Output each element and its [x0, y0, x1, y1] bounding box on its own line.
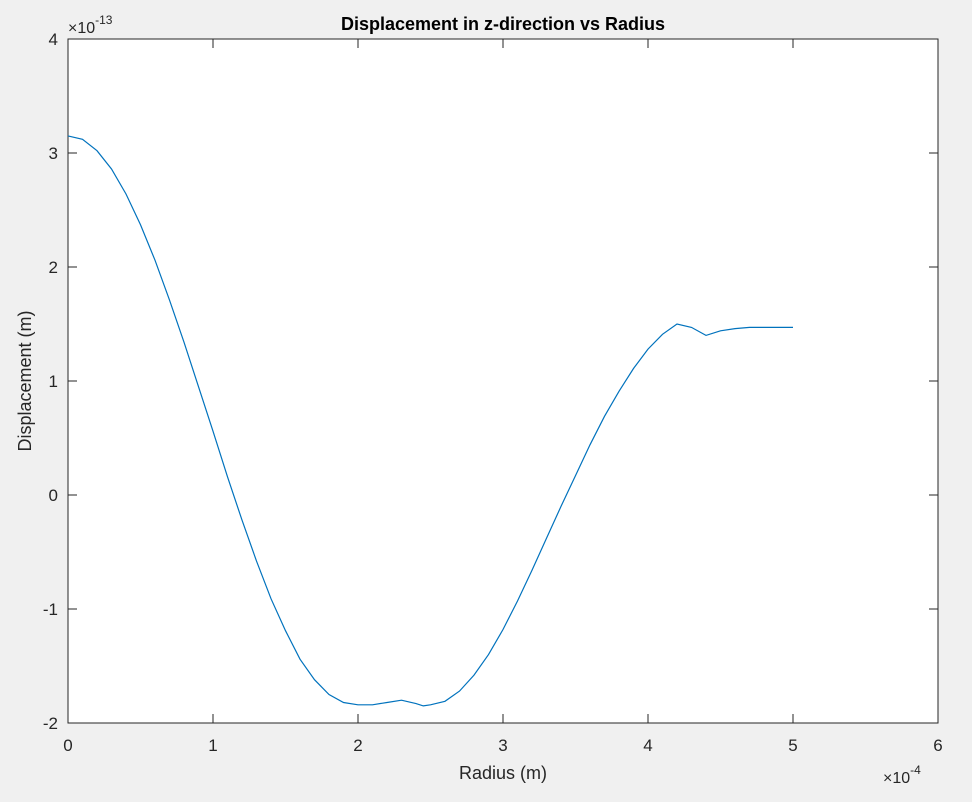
series-line-displacement	[67, 135, 793, 707]
x-multiplier-exponent: -4	[910, 763, 921, 777]
y-axis-multiplier: ×10-13	[68, 13, 113, 37]
x-tick-label: 3	[498, 736, 507, 755]
y-tick-label: -2	[43, 714, 58, 733]
y-tick-label: 2	[49, 258, 58, 277]
x-tick-label: 0	[63, 736, 72, 755]
chart-title: Displacement in z-direction vs Radius	[341, 14, 665, 34]
y-multiplier-base: ×10	[68, 20, 95, 37]
x-tick-label: 6	[933, 736, 942, 755]
x-axis-label: Radius (m)	[459, 763, 547, 783]
y-tick-label: 3	[49, 144, 58, 163]
x-multiplier-base: ×10	[883, 770, 910, 787]
y-tick-label: 1	[49, 372, 58, 391]
y-tick-label: 0	[49, 486, 58, 505]
x-tick-label: 1	[208, 736, 217, 755]
tick-labels: 0 1 2 3 4 5 6 -2 -1 0 1 2 3 4	[43, 30, 943, 755]
x-tick-label: 2	[353, 736, 362, 755]
x-axis-multiplier: ×10-4	[883, 763, 921, 787]
axis-ticks	[67, 38, 939, 724]
x-tick-label: 5	[788, 736, 797, 755]
plot-area	[67, 38, 939, 724]
y-axis-label: Displacement (m)	[15, 310, 35, 451]
x-tick-label: 4	[643, 736, 652, 755]
y-multiplier-exponent: -13	[95, 13, 113, 27]
y-tick-label: 4	[49, 30, 58, 49]
y-tick-label: -1	[43, 600, 58, 619]
